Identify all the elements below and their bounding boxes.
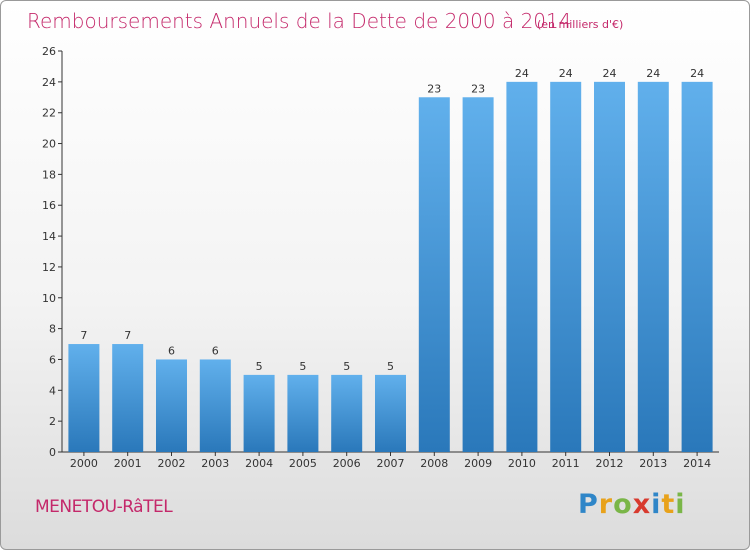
logo-letter: P [578,489,599,520]
bar-2002 [156,359,187,452]
y-tick-label: 2 [49,415,56,428]
logo-letter: x [632,489,652,520]
data-label-2013: 24 [646,67,660,80]
bar-2006 [331,374,363,452]
x-tick-label-2002: 2002 [158,457,186,470]
x-tick-label-2006: 2006 [333,457,361,470]
y-tick-label: 14 [42,230,56,243]
chart-title: Remboursements Annuels de la Dette de 20… [27,9,571,33]
data-label-2008: 23 [427,82,441,95]
logo-letter: o [613,489,633,520]
y-tick-label: 20 [42,138,56,151]
x-tick-label-2009: 2009 [464,457,492,470]
data-label-2002: 6 [168,344,175,357]
x-tick-label-2008: 2008 [420,457,448,470]
x-tick-label-2000: 2000 [70,457,98,470]
bar-2013 [637,81,669,452]
x-tick-label-2011: 2011 [552,457,580,470]
data-label-2001: 7 [124,329,131,342]
logo-letter: r [598,489,614,520]
proxiti-logo: Proxiti [578,489,686,520]
bars-group: 7 7 6 6 5 5 5 5 23 23 24 24 24 24 24 [68,67,713,453]
logo-letter: i [651,489,662,520]
x-tick-label-2012: 2012 [596,457,624,470]
y-tick-label: 6 [49,353,56,366]
y-tick-label: 8 [49,323,56,336]
y-tick-label: 12 [42,261,56,274]
bar-2012 [594,81,625,452]
logo-letter: t [661,489,676,520]
bar-2014 [681,81,713,452]
logo-letter: i [675,489,686,520]
data-label-2007: 5 [387,360,394,373]
x-tick-label-2010: 2010 [508,457,536,470]
data-label-2012: 24 [603,67,617,80]
y-tick-label: 16 [42,199,56,212]
bar-2000 [68,344,100,452]
commune-name: MENETOU-RâTEL [35,497,173,517]
bar-2003 [199,359,231,452]
bar-2005 [287,374,319,452]
bar-2011 [550,81,582,452]
y-tick-label: 4 [49,384,56,397]
bar-2009 [462,97,494,453]
y-tick-label: 26 [42,45,56,58]
x-tick-label-2004: 2004 [245,457,273,470]
chart-unit-note: (en milliers d'€) [537,18,623,31]
x-tick-label-2014: 2014 [683,457,711,470]
x-tick-label-2001: 2001 [114,457,142,470]
x-tick-label-2007: 2007 [377,457,405,470]
data-label-2006: 5 [343,360,350,373]
data-label-2005: 5 [299,360,306,373]
bar-2010 [506,81,538,452]
data-label-2011: 24 [559,67,573,80]
data-label-2000: 7 [80,329,87,342]
bar-2001 [112,344,144,452]
bar-2007 [375,374,406,452]
y-tick-label: 22 [42,107,56,120]
y-tick-label: 24 [42,76,56,89]
x-tick-label-2005: 2005 [289,457,317,470]
x-tick-label-2003: 2003 [201,457,229,470]
y-tick-label: 10 [42,292,56,305]
data-label-2014: 24 [690,67,704,80]
data-label-2004: 5 [256,360,263,373]
x-tick-label-2013: 2013 [639,457,667,470]
bar-2004 [243,374,275,452]
bar-2008 [418,97,450,453]
data-label-2010: 24 [515,67,529,80]
data-label-2009: 23 [471,82,485,95]
data-label-2003: 6 [212,344,219,357]
y-tick-label: 0 [49,446,56,459]
y-tick-label: 18 [42,168,56,181]
